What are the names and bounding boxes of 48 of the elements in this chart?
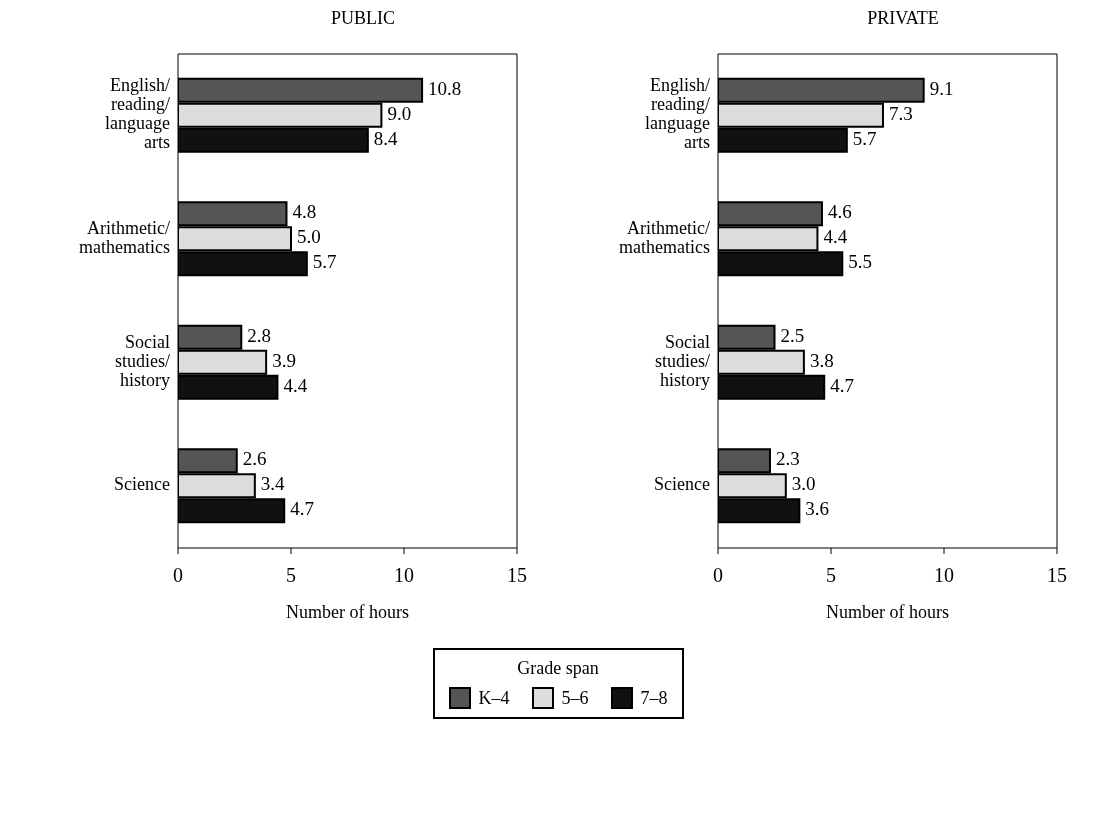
x-tick-label: 10 [934,564,954,587]
y-tick-label: Science [654,474,711,495]
y-tick-label: Social studies/ history [654,331,710,390]
x-tick-label: 10 [394,564,414,587]
legend-label: 5–6 [561,687,589,709]
data-label: 8.4 [373,127,399,149]
y-tick-label: English/ reading/ language arts [105,75,171,153]
data-label: 4.4 [823,226,848,248]
x-tick-label: 15 [1047,564,1067,587]
data-label: 3.0 [791,473,816,495]
data-label: 4.4 [283,374,308,396]
data-label: 5.5 [848,251,873,273]
data-label: 5.7 [312,251,337,273]
data-label: 5.7 [852,127,877,149]
data-label: 7.3 [888,102,913,124]
y-tick-label: English/ reading/ language arts [645,75,711,153]
x-tick-label: 0 [713,564,723,587]
x-tick-label: 5 [826,564,836,587]
y-tick-label: Arithmetic/ mathematics [79,217,170,257]
data-label: 10.8 [428,77,462,99]
legend-label: 7–8 [640,687,668,709]
x-axis-title: Number of hours [826,602,949,622]
data-label: 9.0 [387,102,412,124]
x-tick-label: 5 [286,564,296,587]
data-label: 3.6 [805,498,830,520]
legend-title: Grade span [516,658,600,679]
data-label: 4.6 [827,201,852,223]
data-label: 4.8 [292,201,317,223]
chart-title: PRIVATE [866,8,940,30]
data-label: 4.7 [290,498,314,520]
legend-label: K–4 [478,687,510,709]
data-label: 2.3 [775,448,800,470]
data-label: 2.5 [780,324,805,346]
data-label: 5.0 [297,226,321,248]
x-tick-label: 15 [507,564,527,587]
data-label: 2.8 [247,324,272,346]
data-label: 3.8 [809,349,834,371]
chart-title: PUBLIC [330,8,396,30]
data-label: 9.1 [929,77,954,99]
x-axis-title: Number of hours [286,602,409,622]
y-tick-label: Social studies/ history [114,331,170,390]
data-label: 2.6 [242,448,267,470]
y-tick-label: Arithmetic/ mathematics [619,217,710,257]
data-label: 3.9 [272,349,296,371]
data-label: 4.7 [830,374,854,396]
data-label: 3.4 [260,473,286,495]
y-tick-label: Science [114,474,171,495]
x-tick-label: 0 [173,564,183,587]
